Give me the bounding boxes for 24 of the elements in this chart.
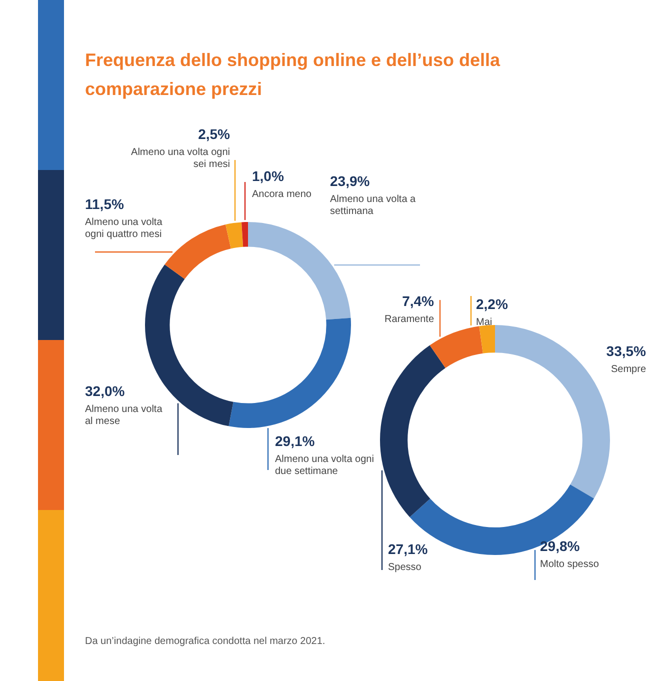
- data-label: 7,4%: [402, 292, 435, 309]
- slice-label: Almeno una volta al mese: [85, 404, 163, 427]
- data-label: 11,5%: [85, 196, 124, 212]
- slice-label: Almeno una volta ogni sei mesi: [131, 146, 230, 170]
- data-label: 1,0%: [252, 168, 284, 184]
- slice-label: Spesso: [388, 562, 422, 573]
- slice-label: Raramente: [384, 314, 434, 325]
- chart-title: Frequenza dello shopping online e dell’uso della comparazione prezzi: [85, 49, 502, 101]
- slice-label: Ancora meno: [252, 188, 312, 200]
- data-label: 33,5%: [606, 342, 647, 359]
- data-label: 2,5%: [198, 126, 231, 142]
- data-label: 23,9%: [330, 172, 370, 189]
- slice-label: Molto spesso: [540, 558, 600, 570]
- data-label: 27,1%: [388, 540, 428, 557]
- slice-label: Almeno una volta a settimana: [330, 194, 416, 217]
- slice-label: Sempre: [610, 364, 646, 375]
- data-label: 29,8%: [540, 538, 580, 554]
- text: Da un’indagine demografica condotta nel marzo 2021.: [85, 636, 326, 647]
- data-label: 32,0%: [85, 382, 126, 399]
- slice-label: Mai: [476, 316, 492, 328]
- data-label: 2,2%: [476, 296, 508, 312]
- slice-label: Almeno una volta ogni quattro mesi: [85, 216, 163, 240]
- data-label: 29,1%: [275, 432, 316, 449]
- slice-label: Almeno una volta ogni due settimane: [275, 454, 374, 477]
